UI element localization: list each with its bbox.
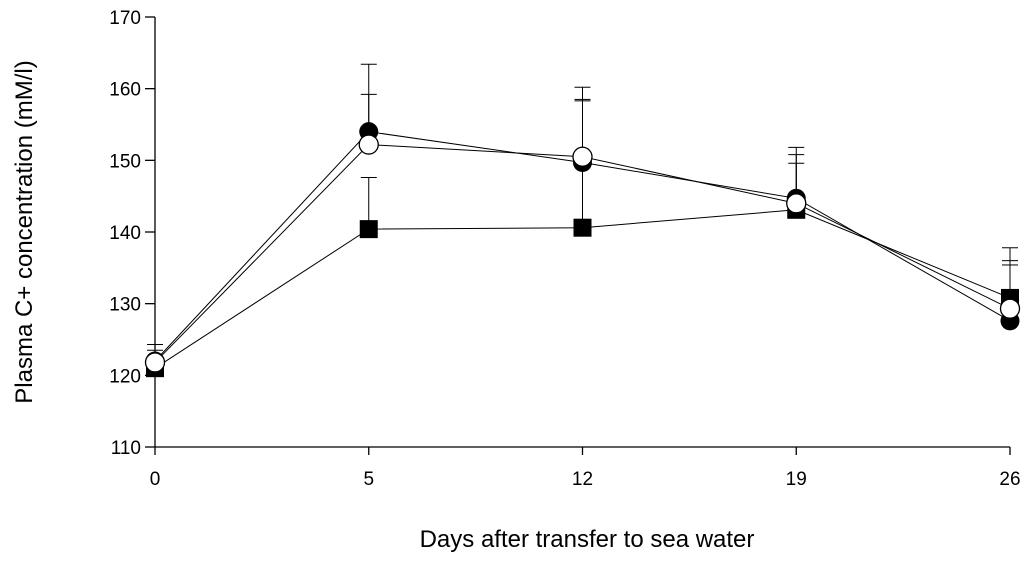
square-marker	[573, 218, 592, 237]
x-tick-label: 19	[786, 469, 807, 490]
y-tick-label: 120	[109, 366, 141, 387]
open-circle-marker	[144, 352, 166, 373]
y-axis-title: Plasma C+ concentration (mM/l)	[11, 60, 38, 403]
x-axis-title: Days after transfer to sea water	[420, 526, 755, 553]
open-circle-marker	[358, 134, 379, 155]
y-tick-label: 140	[109, 223, 141, 244]
square-marker	[359, 220, 378, 239]
open-circle-marker	[572, 146, 593, 167]
y-tick-label: 150	[109, 151, 141, 172]
y-ticks: 110 120 130 140 150 160 170	[109, 8, 155, 459]
x-ticks: 0 5 12 19 26	[150, 447, 1021, 490]
x-tick-label: 12	[572, 469, 593, 490]
y-tick-label: 160	[109, 80, 141, 101]
x-tick-label: 5	[363, 469, 374, 490]
markers	[144, 122, 1021, 378]
y-tick-label: 130	[109, 295, 141, 316]
y-tick-label: 110	[111, 438, 141, 459]
x-tick-label: 0	[150, 469, 161, 490]
x-tick-label: 26	[999, 469, 1020, 490]
error-bars	[147, 63, 1018, 369]
open-circle-marker	[999, 298, 1021, 319]
open-circle-marker	[786, 193, 807, 214]
y-tick-label: 170	[109, 8, 141, 29]
